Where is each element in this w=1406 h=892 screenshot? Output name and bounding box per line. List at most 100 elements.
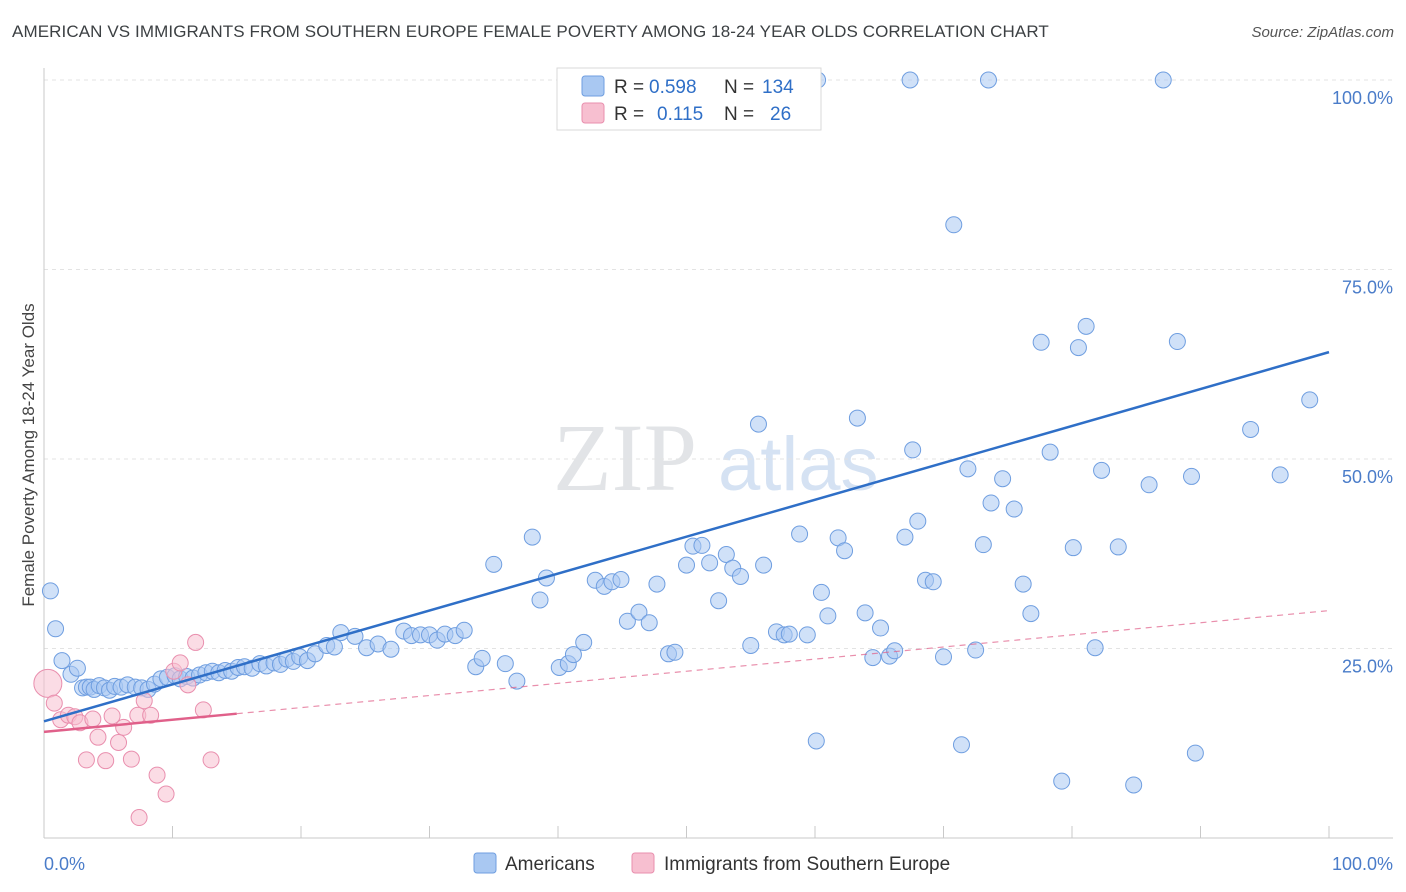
americans-point (798, 626, 816, 644)
y-tick-label: 75.0% (1342, 278, 1393, 298)
americans-point (1053, 772, 1071, 790)
immigrants-point (187, 633, 205, 651)
americans-point (864, 649, 882, 667)
americans-point (967, 641, 985, 659)
immigrants-trend-line (43, 712, 237, 734)
axes (43, 68, 1393, 839)
americans-point (974, 536, 992, 554)
americans-point (630, 603, 648, 621)
americans-point (53, 652, 71, 670)
americans-point (618, 612, 636, 630)
immigrants-trend-extension (236, 610, 1330, 715)
bottom-legend: Americans Immigrants from Southern Europ… (473, 852, 950, 875)
immigrants-point (115, 718, 133, 736)
americans-point (812, 583, 830, 601)
americans-point (1154, 71, 1172, 89)
americans-point (1242, 420, 1260, 438)
y-tick-label: 50.0% (1342, 467, 1393, 487)
americans-point (485, 555, 503, 573)
americans-point (496, 655, 514, 673)
x-ticks (43, 826, 1330, 838)
immigrants-point (84, 710, 102, 728)
americans-point (47, 620, 65, 638)
immigrants-point (142, 706, 160, 724)
immigrants-points (33, 633, 220, 827)
americans-point (909, 512, 927, 530)
watermark-zip: ZIP (553, 404, 697, 511)
americans-point (945, 216, 963, 234)
immigrants-point (148, 766, 166, 784)
y-tick-label: 100.0% (1332, 88, 1393, 108)
americans-point (807, 732, 825, 750)
americans-point (780, 625, 798, 643)
legend-swatch-americans (581, 75, 605, 97)
americans-point (473, 649, 491, 667)
americans-point (678, 556, 695, 574)
x-tick-label: 100.0% (1332, 854, 1393, 874)
americans-point (531, 591, 549, 609)
americans-point (952, 736, 970, 754)
americans-trend-line (43, 350, 1330, 723)
americans-point (1022, 605, 1040, 623)
legend-n-label: N = (724, 104, 754, 125)
americans-point (791, 525, 809, 543)
americans-point (1064, 539, 1082, 557)
bottom-legend-americans: Americans (505, 854, 595, 875)
y-axis-label: Female Poverty Among 18-24 Year Olds (19, 303, 38, 606)
americans-point (836, 542, 854, 560)
americans-point (1041, 443, 1059, 461)
americans-point (1086, 639, 1104, 657)
americans-point (640, 614, 658, 632)
americans-point (1077, 317, 1095, 335)
immigrants-point (171, 654, 189, 672)
americans-point (819, 607, 837, 625)
americans-point (924, 573, 942, 591)
americans-point (1093, 461, 1111, 479)
legend-n-value: 134 (762, 77, 794, 98)
immigrants-point (89, 728, 107, 746)
americans-point (648, 575, 666, 593)
immigrants-point (122, 750, 140, 768)
bottom-legend-swatch-immigrants (631, 852, 655, 874)
americans-point (848, 409, 866, 427)
americans-point (1183, 467, 1201, 485)
immigrants-point (45, 694, 63, 712)
americans-point (710, 592, 728, 610)
americans-point (886, 642, 904, 660)
americans-point (1109, 538, 1127, 556)
legend-n-value: 26 (770, 104, 791, 125)
source-label: Source: ZipAtlas.com (1251, 24, 1394, 41)
americans-point (508, 672, 526, 690)
americans-point (1032, 333, 1050, 351)
americans-point (68, 659, 86, 677)
americans-point (523, 528, 541, 546)
trend-lines (43, 350, 1330, 734)
bottom-legend-swatch-americans (473, 852, 497, 874)
bottom-legend-immigrants: Immigrants from Southern Europe (664, 854, 950, 875)
americans-point (325, 638, 343, 656)
americans-point (731, 567, 749, 585)
immigrants-point (77, 751, 95, 769)
immigrants-point (130, 809, 148, 827)
americans-point (1140, 476, 1158, 494)
legend-swatch-immigrants (581, 102, 605, 124)
americans-point (959, 460, 977, 478)
americans-point (41, 582, 59, 600)
americans-point (901, 71, 919, 89)
americans-point (979, 71, 997, 89)
americans-point (701, 554, 719, 572)
americans-point (856, 604, 874, 622)
americans-point (1005, 500, 1023, 518)
legend-r-value: 0.115 (657, 104, 703, 125)
legend-box: R = 0.598 N = 134 R = 0.115 N = 26 (556, 67, 822, 131)
americans-point (717, 546, 735, 564)
immigrants-point (202, 751, 220, 769)
legend-n-label: N = (724, 77, 754, 98)
americans-point (1186, 744, 1204, 762)
americans-point (742, 636, 760, 654)
americans-point (455, 621, 473, 639)
legend-r-label: R = (614, 77, 644, 98)
immigrants-point (103, 707, 121, 725)
watermark-atlas: atlas (718, 422, 879, 507)
